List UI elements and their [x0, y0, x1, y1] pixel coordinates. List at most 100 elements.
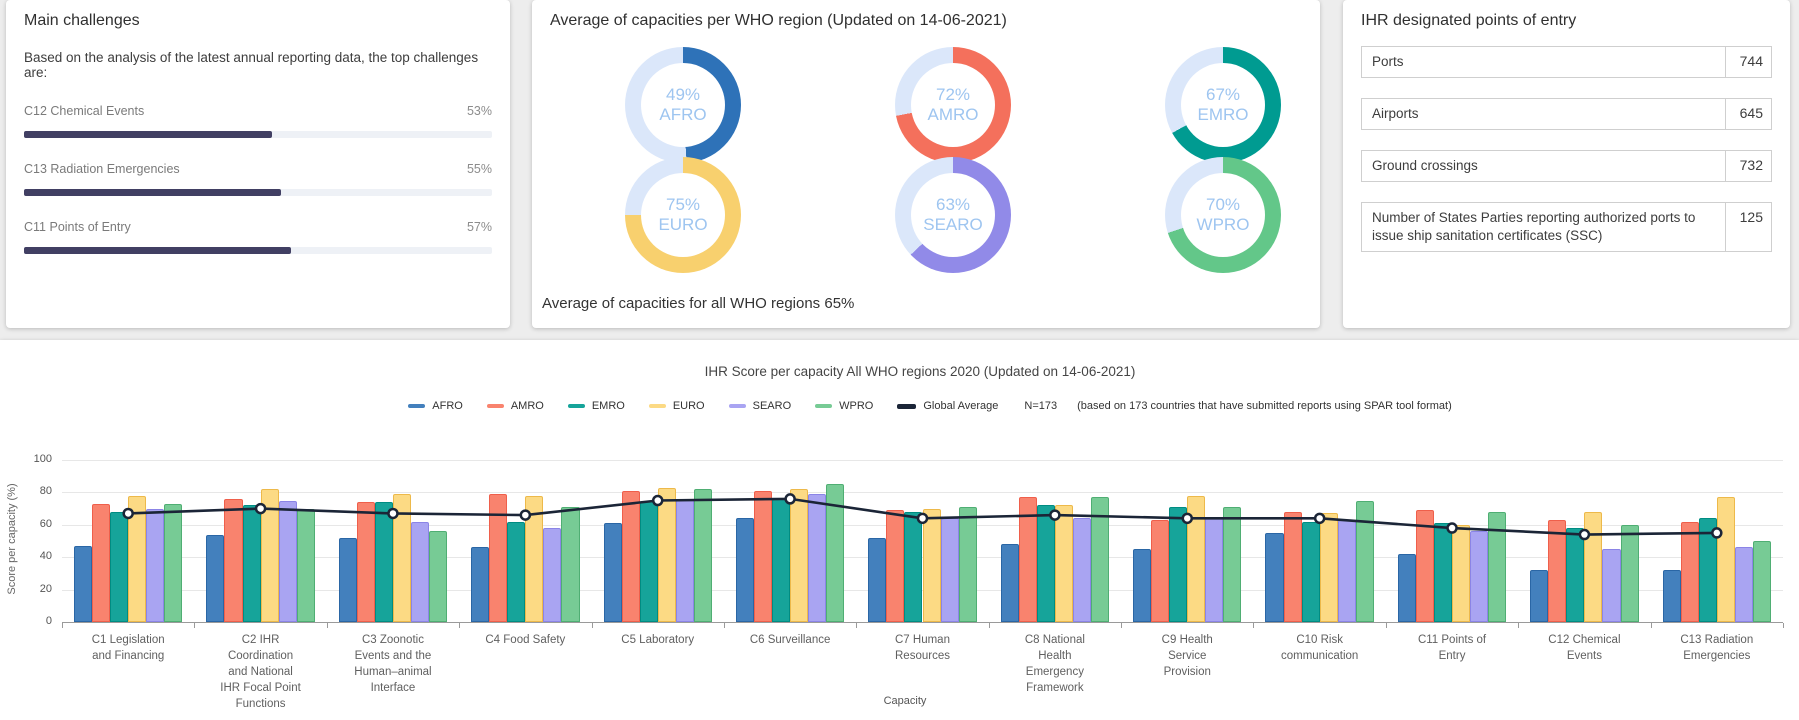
- bar-euro-c3: [392, 494, 412, 622]
- bar-emro-c5: [639, 500, 658, 622]
- points-of-entry-title: IHR designated points of entry: [1361, 12, 1577, 29]
- donut-value-label: 63%: [935, 195, 971, 214]
- bar-wpro-c3: [429, 531, 448, 622]
- donut-hole: 72% AMRO: [911, 63, 995, 147]
- bar-afro-c13: [1662, 570, 1681, 622]
- donut-hole: 63% SEARO: [911, 173, 995, 257]
- gridline: [62, 460, 1783, 461]
- donut-wpro: 70% WPRO: [1165, 157, 1281, 273]
- x-category-label: C5 Laboratory: [621, 634, 695, 646]
- challenge-bar-track: [24, 131, 492, 138]
- donut-hole: 67% EMRO: [1181, 63, 1265, 147]
- donut-hole: 75% EURO: [641, 173, 725, 257]
- bar-euro-c11: [1452, 524, 1471, 622]
- y-axis-title: Score per capacity (%): [6, 483, 18, 595]
- bar-afro-c4: [471, 547, 490, 622]
- poe-row-value: 744: [1725, 47, 1771, 77]
- bar-amro-c2: [224, 498, 243, 622]
- bar-searo-c6: [808, 494, 827, 622]
- bar-emro-c12: [1566, 528, 1585, 622]
- bar-emro-c3: [374, 502, 393, 622]
- challenge-bar-fill: [24, 247, 291, 254]
- x-tick: [62, 623, 63, 628]
- legend-item-euro: EURO: [648, 400, 705, 412]
- x-tick: [1518, 623, 1520, 628]
- bar-afro-c3: [338, 537, 357, 622]
- y-tick-label: 0: [45, 615, 52, 627]
- legend-label: SEARO: [752, 400, 792, 412]
- legend-label: WPRO: [839, 400, 874, 412]
- bar-amro-c8: [1018, 497, 1037, 622]
- challenge-value: 57%: [466, 220, 492, 234]
- bar-searo-c10: [1337, 519, 1356, 622]
- bar-euro-c5: [657, 487, 676, 622]
- x-tick: [194, 623, 196, 628]
- bar-afro-c12: [1530, 570, 1549, 622]
- donut-region-label: WPRO: [1196, 215, 1250, 234]
- bar-emro-c6: [772, 498, 791, 622]
- y-tick-label: 60: [39, 517, 52, 530]
- bar-wpro-c9: [1223, 506, 1242, 622]
- bar-euro-c2: [260, 489, 279, 622]
- challenge-bar-track: [24, 247, 492, 254]
- x-tick: [326, 623, 328, 628]
- donut-value-label: 49%: [665, 85, 701, 104]
- x-tick: [723, 623, 725, 628]
- chart-legend: AFRO AMRO EMRO EURO SEARO WPRO Global Average N…: [0, 400, 1799, 412]
- bar-amro-c5: [621, 490, 640, 622]
- bar-searo-c3: [411, 521, 430, 622]
- bar-euro-c13: [1716, 497, 1735, 622]
- bar-wpro-c2: [296, 508, 315, 622]
- x-tick: [591, 623, 593, 628]
- legend-swatch: [728, 404, 746, 408]
- bar-emro-c9: [1169, 506, 1188, 622]
- challenge-row: 55% C13 Radiation Emergencies: [24, 162, 492, 196]
- poe-row-label: Ports: [1372, 54, 1404, 69]
- x-category-label: C3 Zoonotic Events and the Human–animal Int…: [354, 634, 432, 694]
- bar-emro-c10: [1301, 521, 1320, 622]
- points-of-entry-table: Ports 744 Airports 645 Ground crossings 732 Nu…: [1361, 46, 1772, 252]
- bar-searo-c7: [940, 518, 959, 622]
- bar-afro-c11: [1397, 553, 1416, 622]
- x-category-label: C11 Points of Entry: [1417, 634, 1487, 662]
- main-challenges-card: Main challenges Based on the analysis of…: [6, 0, 510, 328]
- x-axis-line: [62, 622, 1783, 623]
- bar-afro-c5: [603, 523, 622, 622]
- bar-wpro-c1: [164, 503, 183, 622]
- bar-amro-c6: [753, 490, 773, 622]
- points-of-entry-card: IHR designated points of entry Ports 744 A…: [1343, 0, 1790, 328]
- x-axis-title: Capacity: [883, 695, 927, 707]
- challenge-label: C13 Radiation Emergencies: [24, 162, 180, 176]
- y-tick-label: 100: [33, 453, 52, 465]
- bar-emro-c2: [242, 505, 261, 622]
- x-category-label: C4 Food Safety: [485, 634, 566, 646]
- legend-item-emro: EMRO: [567, 400, 625, 412]
- x-category-label: C9 Health Service Provision: [1161, 634, 1213, 678]
- legend-label: EMRO: [591, 400, 625, 412]
- poe-row-label: Airports: [1372, 106, 1419, 121]
- legend-item-global-average: Global Average: [897, 400, 998, 412]
- bar-afro-c1: [74, 545, 93, 622]
- y-tick-label: 20: [39, 582, 52, 595]
- bar-amro-c3: [356, 502, 375, 622]
- bar-emro-c4: [507, 521, 526, 622]
- donut-amro: 72% AMRO: [895, 47, 1011, 163]
- legend-swatch: [408, 404, 426, 408]
- challenge-row: 53% C12 Chemical Events: [24, 104, 492, 138]
- bar-euro-c7: [922, 508, 941, 622]
- bar-searo-c4: [543, 528, 562, 622]
- x-tick: [1253, 623, 1255, 628]
- donut-hole: 49% AFRO: [641, 63, 725, 147]
- bar-euro-c10: [1319, 513, 1338, 622]
- x-tick: [1783, 623, 1784, 628]
- legend-label: Global Average: [923, 400, 999, 412]
- bar-emro-c8: [1036, 505, 1055, 622]
- legend-swatch: [567, 404, 585, 408]
- donut-emro: 67% EMRO: [1165, 47, 1281, 163]
- challenge-value: 53%: [466, 104, 492, 118]
- x-tick: [1121, 623, 1123, 628]
- y-tick-label: 80: [39, 485, 52, 498]
- x-tick: [459, 623, 461, 628]
- bar-searo-c2: [278, 500, 297, 622]
- x-tick: [1650, 623, 1652, 628]
